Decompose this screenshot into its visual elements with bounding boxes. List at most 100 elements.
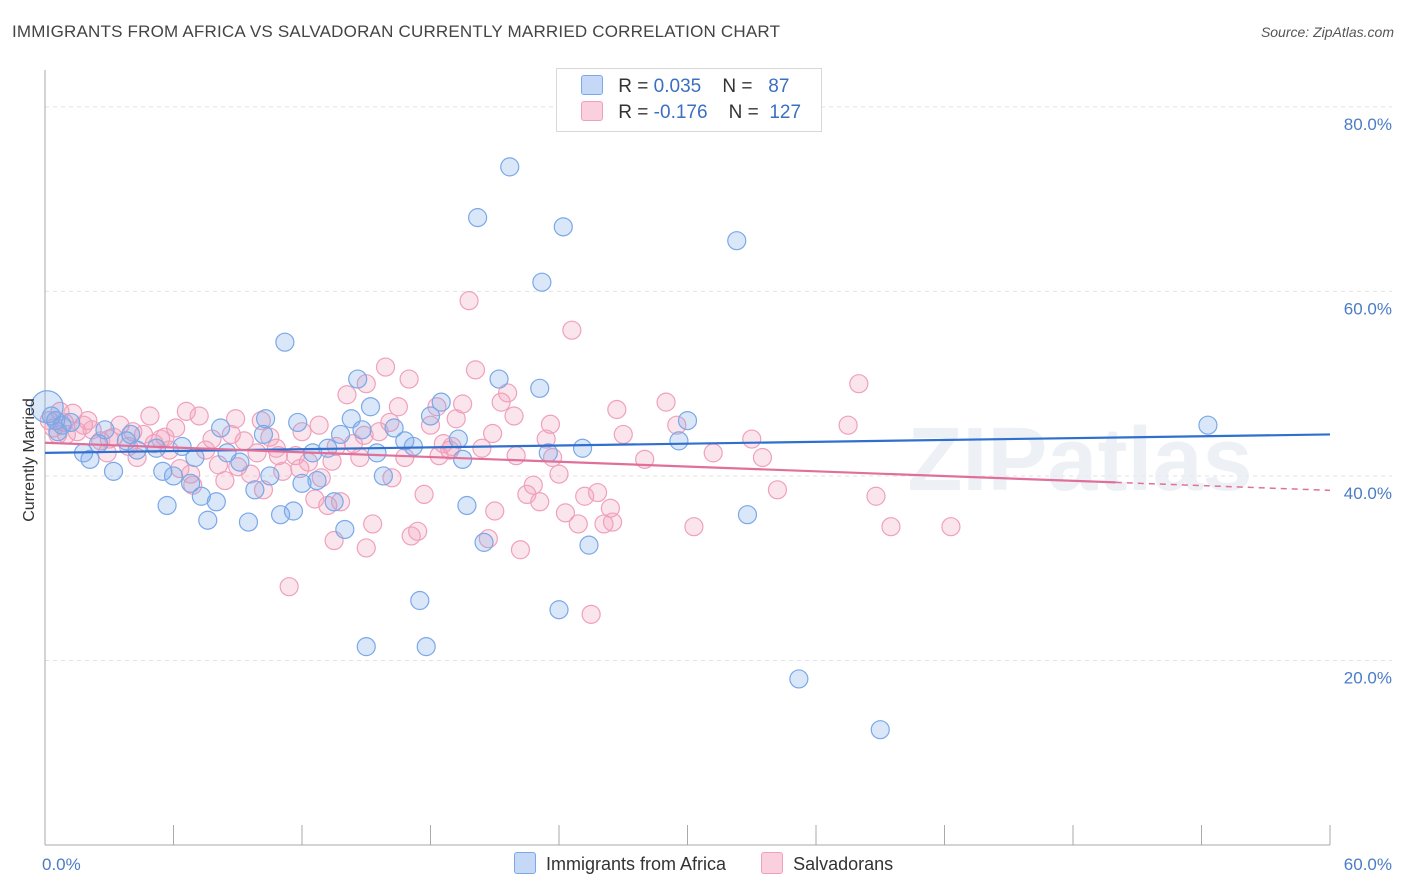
data-point [99,429,119,449]
data-point [752,447,773,468]
data-point [266,438,286,458]
data-point [523,475,543,495]
data-point [309,415,329,435]
legend-row-salvadorans: R = -0.176 N = 127 [581,101,801,127]
data-point [292,473,312,493]
data-point [341,409,361,429]
data-point [414,484,434,505]
data-point [849,374,869,394]
data-point [420,406,441,426]
data-point [669,431,689,451]
data-point [553,217,573,237]
data-point [215,470,235,491]
data-point [146,438,166,458]
data-point [360,397,381,417]
data-point [483,423,503,444]
data-point [742,429,762,449]
data-point [485,501,505,521]
data-point [153,461,173,481]
data-point [206,492,226,512]
series-salvadorans [39,291,961,624]
data-point [656,392,676,412]
legend-n-label: N = [722,76,753,97]
legend-swatch-pink [761,852,784,874]
legend-n-label: N = [728,102,759,123]
data-point [157,495,177,516]
data-point [238,512,259,532]
data-point [489,369,509,389]
data-point [684,517,704,537]
chart-title: IMMIGRANTS FROM AFRICA VS SALVADORAN CUR… [12,22,781,41]
legend-r-value: 0.035 [653,76,702,97]
data-point [191,486,211,506]
data-point [667,415,687,435]
chart-source: Source: ZipAtlas.com [1260,24,1394,40]
data-point [337,385,357,405]
data-point [870,720,890,740]
data-point [176,401,196,421]
data-point [789,669,809,689]
data-point [575,486,595,506]
data-point [373,466,393,486]
y-tick-label: 20.0% [1344,668,1392,687]
data-point [270,505,291,525]
data-point [356,538,376,558]
data-point [540,414,561,434]
data-point [356,637,376,657]
legend-row-africa: R = 0.035 N = 87 [581,75,789,101]
y-tick-label: 80.0% [1344,115,1392,134]
data-point [429,446,449,466]
data-point [555,503,576,523]
data-point [283,501,304,521]
data-point [384,418,404,438]
data-point [474,532,494,552]
grid-lines [45,106,1392,661]
data-point [356,374,376,394]
data-point [472,438,492,458]
data-point [866,486,886,506]
correlation-legend: R = 0.035 N = 87 R = -0.176 N = 127 [556,68,822,132]
data-point [307,470,327,491]
data-point [532,272,552,292]
data-point [399,369,419,389]
trend-line-salvadorans [44,441,1116,484]
y-tick-label: 60.0% [1344,299,1392,318]
axes [44,70,1331,846]
data-point [48,422,68,442]
data-point [78,410,98,431]
data-point [549,600,569,620]
trend-lines [44,433,1331,492]
data-point [247,443,267,463]
data-point [127,447,147,468]
legend-label-salvadorans: Salvadorans [793,854,894,874]
data-point [530,492,550,512]
data-point [350,447,370,468]
data-point [881,517,901,537]
data-point [416,637,436,657]
data-point [530,378,550,398]
y-axis-label: Currently Married [21,398,38,522]
watermark: ZIPatlas [907,410,1252,510]
data-point [549,464,569,484]
data-point [1198,415,1218,435]
tick-labels: 20.0% 40.0% 60.0% 80.0% 0.0% 60.0% [42,115,1392,874]
data-point [506,446,526,466]
data-point [579,535,599,555]
data-point [468,208,488,228]
trend-line-salvadorans-extension [1115,481,1331,492]
data-point [260,466,280,486]
legend-item-africa: Immigrants from Africa [514,852,726,875]
legend-label-africa: Immigrants from Africa [546,854,727,874]
legend-n-value: 127 [769,102,802,123]
data-point [677,410,698,431]
data-point [95,420,115,440]
legend-swatch-blue [514,852,536,874]
data-point [737,505,758,525]
data-point [103,461,124,481]
data-point [581,604,601,624]
data-point [703,443,723,463]
data-point [562,320,582,340]
x-tick-label: 0.0% [42,855,81,874]
data-point [465,360,486,380]
